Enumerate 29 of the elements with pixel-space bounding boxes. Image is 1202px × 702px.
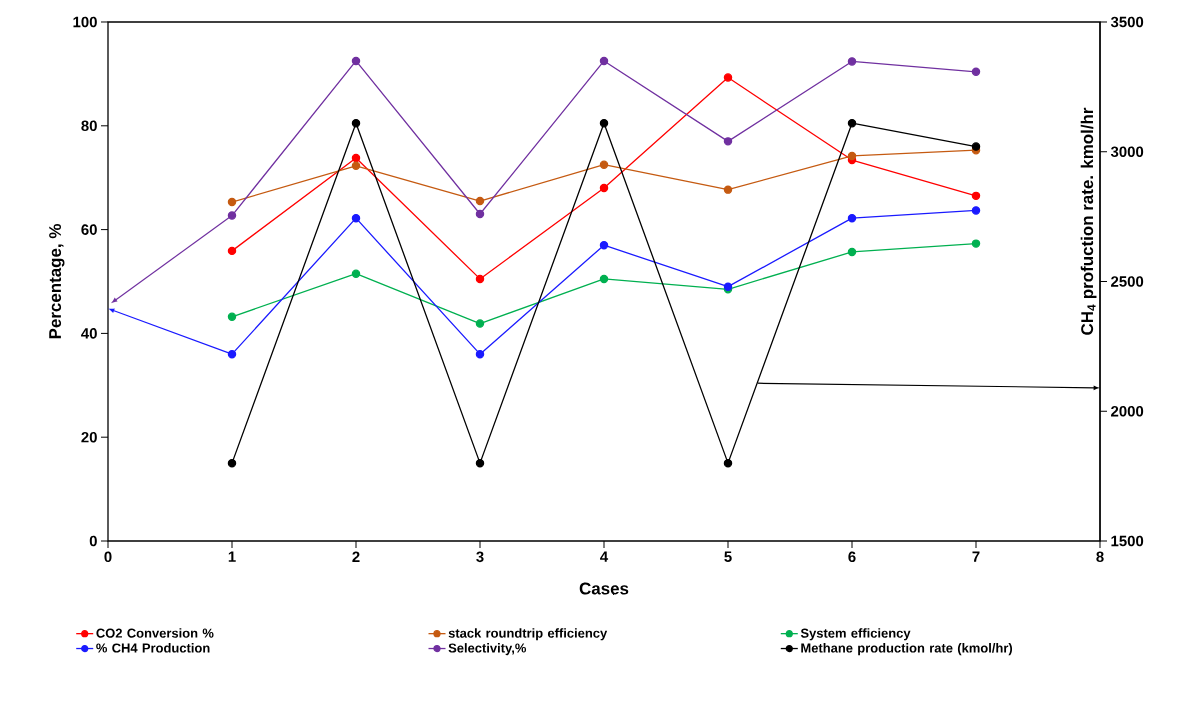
x-tick-label: 4 xyxy=(600,551,609,562)
y2-tick-label: 2500 xyxy=(1111,276,1144,287)
x-tick-label: 5 xyxy=(724,551,732,562)
legend-label: stack roundtrip efficiency xyxy=(448,628,608,641)
x-axis-title: Cases xyxy=(579,582,629,595)
y2-tick-label: 3500 xyxy=(1110,16,1144,28)
y-tick-label: 60 xyxy=(81,224,97,235)
y-tick-label: 40 xyxy=(81,328,97,339)
legend-label: Selectivity,% xyxy=(448,643,527,656)
x-tick-label: 7 xyxy=(972,551,980,562)
y-tick-label: 20 xyxy=(81,431,97,443)
x-tick-label: 6 xyxy=(848,551,856,563)
legend-label: CO2 Conversion % xyxy=(96,628,214,638)
y2-tick-label: 1500 xyxy=(1111,535,1144,547)
x-tick-label: 0 xyxy=(104,551,112,563)
y-axis-title: Percentage, % xyxy=(49,224,65,339)
x-tick-label: 2 xyxy=(352,551,360,562)
y-tick-label: 0 xyxy=(89,535,97,547)
y-tick-label: 80 xyxy=(81,120,97,132)
legend-label: System efficiency xyxy=(800,628,911,641)
x-tick-label: 8 xyxy=(1096,551,1104,563)
legend-label: % CH4 Production xyxy=(96,643,210,653)
legend-label: Methane production rate (kmol/hr) xyxy=(801,643,1013,656)
y-tick-label: 100 xyxy=(73,16,97,28)
y2-axis-title: CH$_{4}$ profuction rate. kmol/hr xyxy=(1080,107,1097,335)
x-tick-label: 3 xyxy=(476,551,484,563)
y2-tick-label: 2000 xyxy=(1111,405,1144,417)
y2-tick-label: 3000 xyxy=(1110,146,1144,158)
x-tick-label: 1 xyxy=(228,551,236,562)
